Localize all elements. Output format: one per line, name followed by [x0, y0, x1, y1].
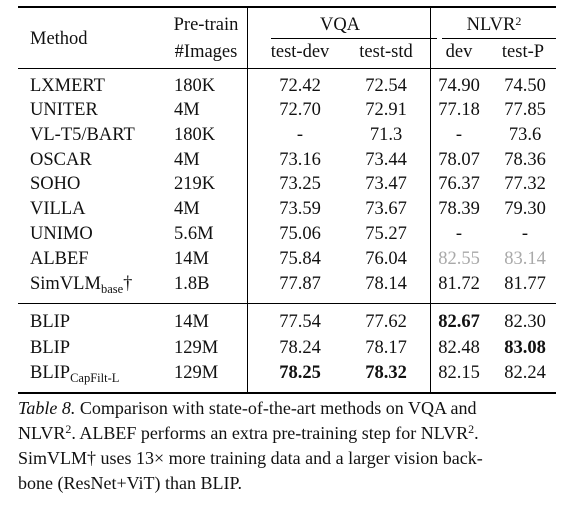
cell-method: VILLA: [30, 199, 86, 219]
cell-dev: -: [455, 125, 463, 145]
cell-test-p: 77.85: [504, 100, 546, 120]
cell-method: BLIP: [30, 312, 71, 332]
header-pretrain: Pre-train: [173, 15, 239, 35]
cell-test-std: 78.17: [365, 338, 407, 358]
cell-test-dev: 73.25: [279, 174, 321, 194]
cell-test-std: 72.91: [365, 100, 407, 120]
cell-test-dev: 73.59: [279, 199, 321, 219]
cell-images: 14M: [174, 312, 209, 332]
header-rule: [18, 68, 556, 69]
cell-test-p: 83.08: [504, 338, 546, 358]
cell-method: LXMERT: [30, 76, 105, 96]
cell-test-dev: 78.24: [279, 338, 321, 358]
cell-test-std: 72.54: [365, 76, 407, 96]
header-test-p: test-P: [501, 42, 545, 62]
cell-method: OSCAR: [30, 150, 92, 170]
caption-label: Table 8.: [18, 398, 76, 418]
cell-method: SOHO: [30, 174, 81, 194]
cell-test-p: 82.30: [504, 312, 546, 332]
cell-method: SimVLMbase†: [30, 274, 133, 296]
cell-images: 129M: [174, 338, 219, 358]
caption-line-2: NLVR2. ALBEF performs an extra pre-train…: [18, 422, 479, 443]
cell-dev: 82.15: [438, 363, 480, 383]
cell-method: UNITER: [30, 100, 98, 120]
cell-test-std: 75.27: [365, 224, 407, 244]
cell-images: 4M: [174, 199, 200, 219]
table-caption: Table 8. Comparison with state-of-the-ar…: [18, 396, 560, 496]
cell-dev: 82.48: [438, 338, 480, 358]
cell-images: 180K: [174, 125, 216, 145]
cell-test-std: 71.3: [369, 125, 403, 145]
cell-method: BLIPCapFilt-L: [30, 363, 120, 385]
vertical-rule-1: [247, 6, 248, 393]
cell-test-dev: 75.06: [279, 224, 321, 244]
caption-line-4: bone (ResNet+ViT) than BLIP.: [18, 473, 243, 493]
cell-dev: 81.72: [438, 274, 480, 294]
cell-test-dev: 73.16: [279, 150, 321, 170]
cell-method: ALBEF: [30, 249, 89, 269]
cell-dev: 82.55: [438, 249, 480, 269]
cell-dev: 74.90: [438, 76, 480, 96]
cell-images: 129M: [174, 363, 219, 383]
cell-test-std: 73.47: [365, 174, 407, 194]
cell-test-dev: 77.87: [279, 274, 321, 294]
header-dev: dev: [445, 42, 473, 62]
cell-dev: 78.39: [438, 199, 480, 219]
caption-line-1: Table 8. Comparison with state-of-the-ar…: [18, 398, 477, 418]
cell-test-p: 83.14: [504, 249, 546, 269]
caption-line-3: SimVLM† uses 13× more training data and …: [18, 448, 483, 468]
cell-dev: -: [455, 224, 463, 244]
vertical-rule-2: [430, 6, 431, 393]
cell-test-std: 73.67: [365, 199, 407, 219]
cell-images: 180K: [174, 76, 216, 96]
cell-images: 4M: [174, 100, 200, 120]
cell-test-p: 81.77: [504, 274, 546, 294]
header-vqa: VQA: [319, 15, 361, 35]
cell-test-std: 78.14: [365, 274, 407, 294]
cell-test-std: 73.44: [365, 150, 407, 170]
header-method: Method: [30, 29, 88, 49]
cell-test-p: 78.36: [504, 150, 546, 170]
cell-test-std: 76.04: [365, 249, 407, 269]
cell-images: 1.8B: [174, 274, 210, 294]
cell-test-dev: 72.70: [279, 100, 321, 120]
cell-method: VL-T5/BART: [30, 125, 135, 145]
header-test-std: test-std: [359, 42, 413, 62]
cell-test-dev: 78.25: [279, 363, 321, 383]
table-top-rule: [18, 6, 556, 8]
cell-test-p: 73.6: [508, 125, 542, 145]
nlvr-group-rule: [442, 38, 556, 39]
cell-dev: 76.37: [438, 174, 480, 194]
cell-images: 5.6M: [174, 224, 214, 244]
cell-method: BLIP: [30, 338, 71, 358]
header-test-dev: test-dev: [270, 42, 330, 62]
cell-test-p: 74.50: [504, 76, 546, 96]
cell-dev: 77.18: [438, 100, 480, 120]
cell-test-dev: -: [296, 125, 304, 145]
cell-test-p: 82.24: [504, 363, 546, 383]
cell-images: 14M: [174, 249, 209, 269]
cell-test-dev: 75.84: [279, 249, 321, 269]
blip-separator-rule: [18, 303, 556, 304]
cell-dev: 82.67: [438, 312, 480, 332]
cell-method: UNIMO: [30, 224, 93, 244]
header-nlvr: NLVR2: [466, 14, 522, 35]
vqa-group-rule: [271, 38, 437, 39]
cell-test-p: 79.30: [504, 199, 546, 219]
cell-images: 219K: [174, 174, 216, 194]
cell-test-p: -: [521, 224, 529, 244]
cell-test-p: 77.32: [504, 174, 546, 194]
cell-test-dev: 77.54: [279, 312, 321, 332]
cell-test-dev: 72.42: [279, 76, 321, 96]
cell-images: 4M: [174, 150, 200, 170]
header-images: #Images: [174, 42, 238, 62]
cell-dev: 78.07: [438, 150, 480, 170]
cell-test-std: 77.62: [365, 312, 407, 332]
cell-test-std: 78.32: [365, 363, 407, 383]
table-bottom-rule: [18, 392, 556, 394]
